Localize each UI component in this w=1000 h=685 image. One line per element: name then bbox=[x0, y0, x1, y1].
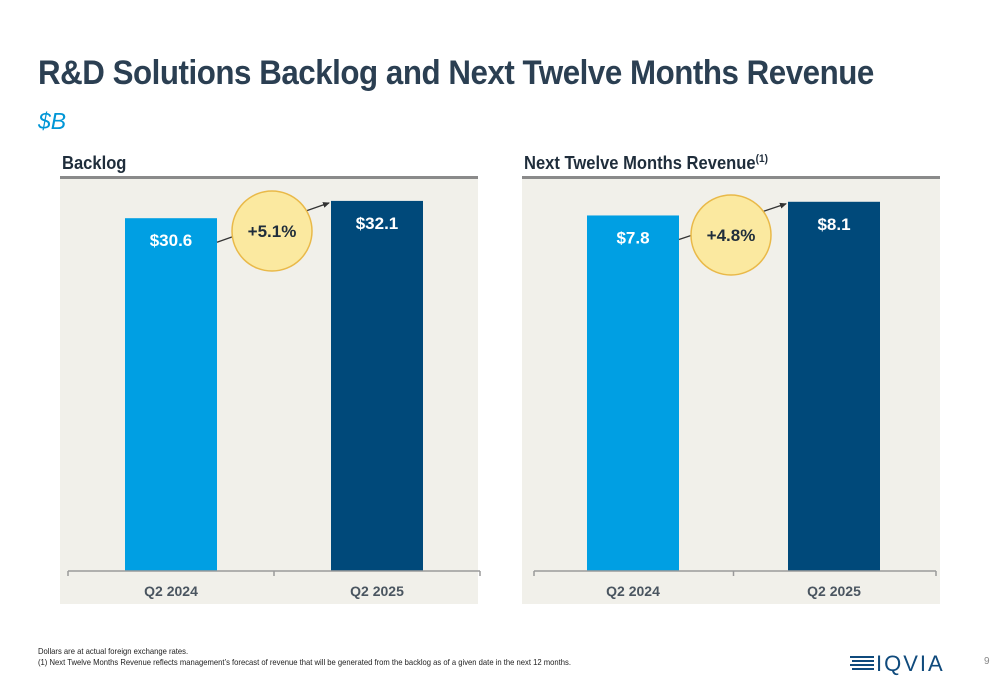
chart-title-ntm-revenue: Next Twelve Months Revenue(1) bbox=[524, 153, 768, 174]
chart-rule-ntm-revenue bbox=[522, 176, 940, 179]
bar-q2-2025 bbox=[331, 200, 423, 571]
backlog-bar-chart: $30.6 Q2 2024 $32.1 Q2 2025 +5.1% bbox=[67, 190, 481, 599]
chart-rule-backlog bbox=[60, 176, 478, 179]
data-label: $32.1 bbox=[356, 214, 399, 233]
x-tick-label: Q2 2025 bbox=[350, 583, 404, 599]
data-label: $7.8 bbox=[616, 228, 649, 247]
page-number: 9 bbox=[984, 656, 990, 667]
footnote-1: Dollars are at actual foreign exchange r… bbox=[38, 646, 189, 656]
chart-title-backlog: Backlog bbox=[62, 153, 126, 174]
footnotes: Dollars are at actual foreign exchange r… bbox=[38, 646, 571, 668]
bar-q2-2024 bbox=[587, 215, 679, 571]
iqvia-lines-icon bbox=[850, 656, 874, 670]
bar-q2-2024 bbox=[125, 218, 217, 571]
growth-label: +4.8% bbox=[707, 226, 756, 245]
growth-label: +5.1% bbox=[248, 222, 297, 241]
iqvia-logo: IQVIA bbox=[850, 651, 945, 677]
page-subtitle: $B bbox=[38, 108, 67, 134]
chart-title-ntm-text: Next Twelve Months Revenue bbox=[524, 153, 756, 173]
growth-bubble bbox=[690, 194, 772, 276]
x-tick-label: Q2 2024 bbox=[144, 583, 198, 599]
chart-title-ntm-superscript: (1) bbox=[755, 153, 768, 165]
logo-wordmark: IQVIA bbox=[876, 651, 945, 676]
data-label: $8.1 bbox=[817, 215, 850, 234]
x-tick-label: Q2 2025 bbox=[807, 583, 861, 599]
chart-title-backlog-text: Backlog bbox=[62, 153, 127, 173]
x-tick-label: Q2 2024 bbox=[606, 583, 660, 599]
ntm-revenue-bar-chart: $7.8 Q2 2024 $8.1 Q2 2025 +4.8% bbox=[533, 194, 937, 599]
data-label: $30.6 bbox=[150, 231, 193, 250]
page-title: R&D Solutions Backlog and Next Twelve Mo… bbox=[38, 54, 874, 92]
bar-q2-2025 bbox=[788, 201, 880, 571]
growth-bubble bbox=[231, 190, 313, 272]
footnote-2: (1) Next Twelve Months Revenue reflects … bbox=[38, 657, 571, 667]
